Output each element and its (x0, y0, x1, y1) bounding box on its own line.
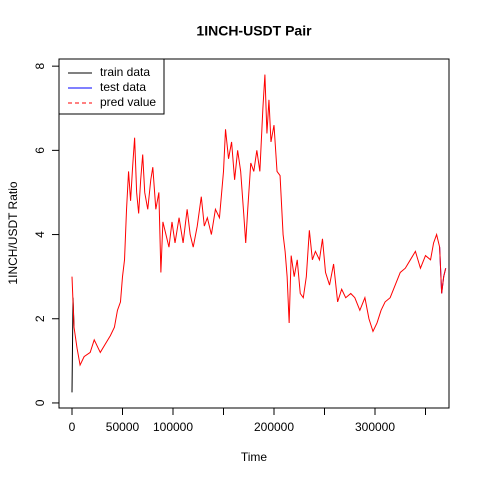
x-tick-label: 300000 (355, 420, 395, 434)
y-tick-label: 0 (33, 399, 47, 406)
x-tick-label: 200000 (254, 420, 294, 434)
y-tick-label: 8 (33, 63, 47, 70)
chart-title: 1INCH-USDT Pair (196, 23, 312, 39)
x-tick-label: 50000 (106, 420, 140, 434)
plot-area (71, 74, 447, 393)
series-line (71, 74, 447, 367)
y-axis-label: 1INCH/USDT Ratio (6, 181, 20, 284)
x-tick-label: 0 (69, 420, 76, 434)
x-tick-label: 100000 (153, 420, 193, 434)
y-tick-label: 2 (33, 315, 47, 322)
y-tick-label: 6 (33, 147, 47, 154)
legend-box (58, 58, 165, 115)
legend-label: train data (100, 65, 150, 79)
y-tick-label: 4 (33, 231, 47, 238)
legend-label: pred value (100, 95, 156, 109)
x-axis-label: Time (241, 450, 268, 464)
legend-label: test data (100, 80, 146, 94)
plot-box (58, 58, 450, 409)
